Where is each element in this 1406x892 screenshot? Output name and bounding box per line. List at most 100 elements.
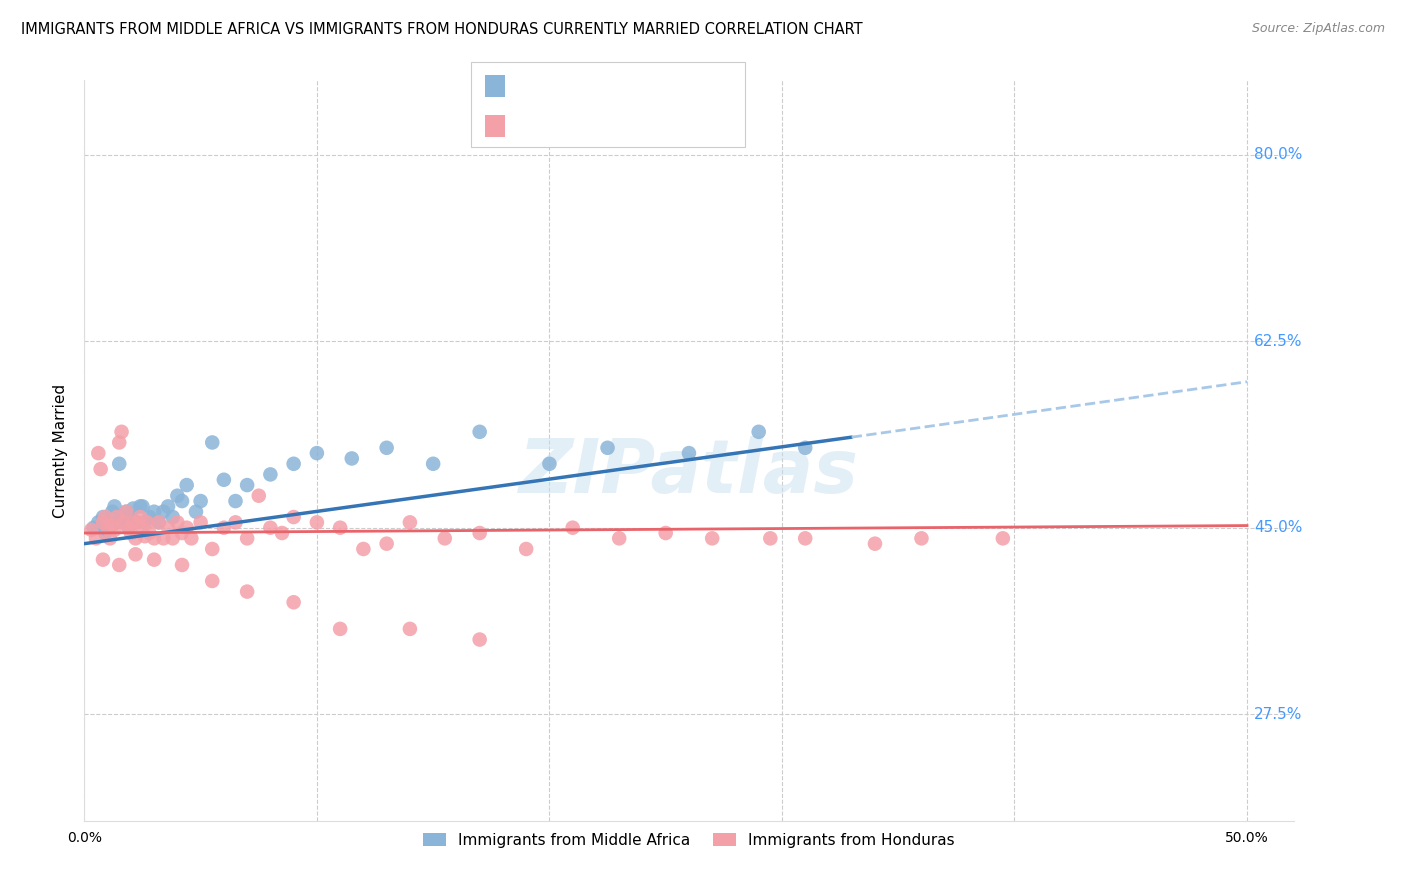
- Point: [176, 478, 198, 492]
- Point: [129, 500, 152, 514]
- Point: [225, 494, 247, 508]
- Point: [399, 622, 422, 636]
- Point: [105, 516, 128, 530]
- Point: [112, 516, 135, 530]
- Y-axis label: Currently Married: Currently Married: [53, 384, 69, 517]
- Point: [654, 526, 676, 541]
- Point: [283, 457, 305, 471]
- Point: [759, 532, 782, 546]
- Text: 80.0%: 80.0%: [1254, 147, 1302, 162]
- Point: [794, 532, 817, 546]
- Point: [561, 521, 583, 535]
- Point: [157, 500, 180, 514]
- Point: [170, 558, 193, 572]
- Text: 0.467: 0.467: [544, 78, 592, 94]
- Point: [702, 532, 724, 546]
- Point: [340, 451, 363, 466]
- Point: [515, 541, 537, 556]
- Point: [283, 595, 305, 609]
- Point: [94, 526, 117, 541]
- Point: [143, 532, 166, 546]
- Point: [468, 425, 491, 439]
- Point: [166, 489, 188, 503]
- Text: 45.0%: 45.0%: [1254, 520, 1302, 535]
- Point: [91, 516, 114, 530]
- Point: [117, 521, 139, 535]
- Point: [134, 516, 156, 530]
- Point: [131, 521, 153, 535]
- Point: [538, 457, 561, 471]
- Point: [115, 505, 138, 519]
- Point: [124, 547, 146, 561]
- Point: [134, 529, 156, 543]
- Point: [180, 532, 202, 546]
- Point: [110, 510, 132, 524]
- Point: [329, 521, 352, 535]
- Point: [105, 510, 128, 524]
- Point: [98, 518, 121, 533]
- Point: [162, 532, 184, 546]
- Point: [271, 526, 294, 541]
- Point: [104, 523, 127, 537]
- Text: 0.021: 0.021: [544, 119, 592, 134]
- Point: [247, 489, 270, 503]
- Point: [129, 510, 152, 524]
- Point: [108, 457, 131, 471]
- Text: R =: R =: [513, 119, 547, 134]
- Point: [225, 516, 247, 530]
- Point: [259, 467, 281, 482]
- Point: [170, 494, 193, 508]
- Point: [305, 516, 328, 530]
- Point: [422, 457, 444, 471]
- Point: [124, 532, 146, 546]
- Point: [152, 532, 174, 546]
- Legend: Immigrants from Middle Africa, Immigrants from Honduras: Immigrants from Middle Africa, Immigrant…: [416, 827, 962, 854]
- Point: [236, 584, 259, 599]
- Point: [259, 521, 281, 535]
- Point: [148, 516, 170, 530]
- Point: [399, 516, 422, 530]
- Text: 0.0%: 0.0%: [67, 831, 101, 846]
- Point: [170, 526, 193, 541]
- Point: [236, 478, 259, 492]
- Point: [148, 516, 170, 530]
- Point: [97, 523, 120, 537]
- Point: [108, 558, 131, 572]
- Point: [212, 473, 235, 487]
- Point: [87, 446, 110, 460]
- Point: [127, 516, 149, 530]
- Point: [596, 441, 619, 455]
- Point: [104, 500, 127, 514]
- Point: [329, 622, 352, 636]
- Point: [352, 541, 374, 556]
- Point: [201, 435, 224, 450]
- Point: [117, 521, 139, 535]
- Text: 46: 46: [630, 78, 651, 94]
- Point: [283, 510, 305, 524]
- Point: [375, 441, 398, 455]
- Point: [83, 521, 105, 535]
- Point: [157, 521, 180, 535]
- Point: [122, 516, 145, 530]
- Point: [794, 441, 817, 455]
- Point: [120, 526, 142, 541]
- Point: [201, 541, 224, 556]
- Point: [138, 510, 160, 524]
- Point: [97, 521, 120, 535]
- Point: [101, 505, 124, 519]
- Point: [120, 510, 142, 524]
- Point: [433, 532, 456, 546]
- Text: 71: 71: [630, 119, 651, 134]
- Point: [166, 516, 188, 530]
- Point: [176, 521, 198, 535]
- Point: [91, 552, 114, 566]
- Text: R =: R =: [513, 78, 547, 94]
- Point: [84, 532, 107, 546]
- Text: 27.5%: 27.5%: [1254, 706, 1302, 722]
- Point: [98, 532, 121, 546]
- Point: [87, 516, 110, 530]
- Point: [136, 516, 159, 530]
- Point: [468, 632, 491, 647]
- Point: [190, 494, 212, 508]
- Point: [162, 510, 184, 524]
